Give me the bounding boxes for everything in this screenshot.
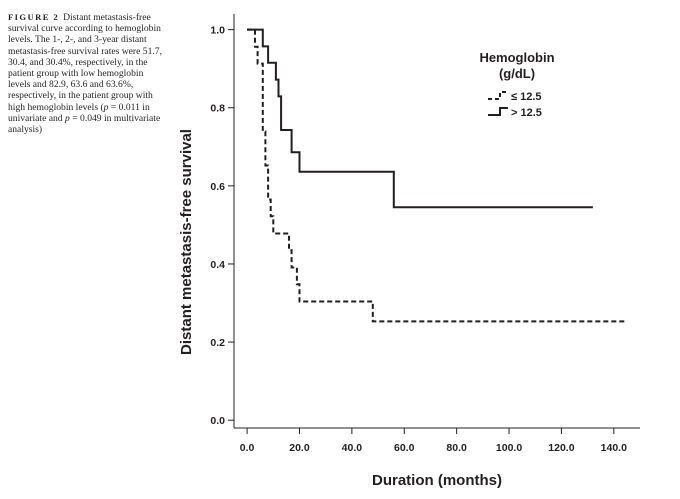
x-tick-label: 20.0 [289,442,310,454]
y-tick-label: 0.8 [210,103,225,115]
y-tick-label: 0.4 [210,259,225,271]
y-tick-label: 0.6 [210,181,225,193]
y-tick-label: 0.0 [210,415,225,427]
x-axis-title: Duration (months) [372,472,502,489]
y-tick-label: 0.2 [210,337,225,349]
x-tick-label: 40.0 [342,442,363,454]
caption-p-symbol: p [103,101,109,113]
caption-text: Distant metastasis-free survival curve a… [8,12,162,113]
chart-series [247,28,625,323]
x-tick-label: 0.0 [240,442,255,454]
legend-label-low: ≤ 12.5 [511,91,542,103]
chart-axes: 0.0 0.2 0.4 0.6 0.8 1.0 0.0 20.0 40.0 60.0 80.0 100… [210,14,640,454]
legend-title: Hemoglobin [479,50,554,65]
legend-subtitle: (g/dL) [499,66,535,81]
y-axis-title: Distant metastasis-free survival [178,129,195,355]
series-line-low-hemoglobin [247,28,625,323]
series-line-high-hemoglobin [247,28,593,209]
caption-text-multivariate: = 0.049 in multivariate analysis) [8,112,161,136]
x-tick-label: 80.0 [446,442,467,454]
caption-p-symbol-2: p [65,112,70,124]
x-tick-label: 140.0 [601,442,627,454]
figure-caption: FIGURE 2 Distant metastasis-free survival… [8,12,166,135]
y-tick-label: 1.0 [210,25,225,37]
legend-label-high: > 12.5 [511,107,542,119]
legend-swatch-low [488,91,508,100]
x-tick-label: 60.0 [394,442,415,454]
chart-legend: Hemoglobin(g/dL) ≤ 12.5 > 12.5 [479,50,554,119]
x-tick-label: 100.0 [496,442,522,454]
x-tick-label: 120.0 [548,442,574,454]
legend-swatch-high [488,107,508,116]
caption-text-univariate: = 0.011 in univariate and [8,101,150,124]
figure-label: FIGURE 2 [8,12,60,22]
